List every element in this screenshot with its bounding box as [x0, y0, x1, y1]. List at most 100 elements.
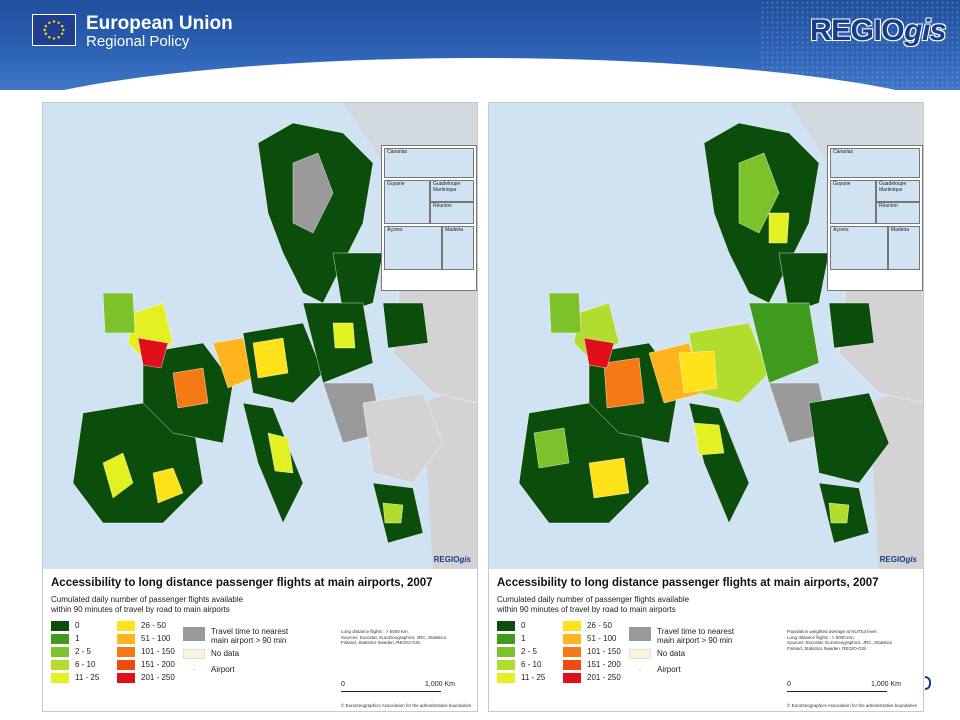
- source-notes: Long distance flights : > 5000 Km. Source…: [341, 629, 473, 646]
- region-1: [292, 152, 334, 234]
- legend-item: 51 - 100: [117, 634, 170, 644]
- region-7: [172, 367, 209, 409]
- regiogis-logo[interactable]: REGIOgis: [809, 14, 947, 48]
- legend-swatch: [497, 647, 515, 657]
- legend-label: 2 - 5: [521, 647, 538, 656]
- source-notes: Population weighted average at NUTS3 lev…: [787, 629, 919, 651]
- inset-label: Madeira: [891, 227, 910, 233]
- region-2: [332, 252, 384, 314]
- legend-label: 0: [75, 621, 80, 630]
- legend-item: 151 - 200: [117, 660, 175, 670]
- legend-swatch: [51, 634, 69, 644]
- logo-main-text: REGIO: [809, 14, 905, 47]
- legend-item: 6 - 10: [51, 660, 95, 670]
- inset-map: [830, 180, 876, 224]
- legend-label: 1: [75, 634, 80, 643]
- map-legend: Accessibility to long distance passenger…: [43, 571, 477, 711]
- inset-label: Guyane: [387, 181, 405, 187]
- legend-item: 2 - 5: [497, 647, 537, 657]
- map-subtitle: Cumulated daily number of passenger flig…: [51, 595, 291, 615]
- legend-label: 6 - 10: [75, 660, 96, 669]
- inset-label: Açores: [387, 227, 403, 233]
- region-16: [242, 402, 304, 524]
- legend-label: 6 - 10: [521, 660, 542, 669]
- logo-italic-text: gis: [904, 14, 946, 47]
- source-note: Long distance flights : > 5000 Km.: [341, 629, 409, 634]
- inset-map: [830, 226, 888, 270]
- legend-label: 0: [521, 621, 526, 630]
- legend-item: 151 - 200: [563, 660, 621, 670]
- legend-swatch-nodata: [183, 649, 205, 659]
- inset-map: [430, 202, 474, 224]
- map-panel-left: Canarias Guyane Guadeloupe Martinique Réuni…: [42, 102, 478, 712]
- airport-dot-icon: ·: [192, 665, 196, 674]
- region-17: [693, 422, 725, 456]
- legend-swatch-gray: [629, 627, 651, 641]
- legend-item: 26 - 50: [117, 621, 166, 631]
- scale-line: [787, 691, 887, 692]
- region-14: [678, 350, 718, 394]
- source-note: Long distance flights : > 5000 Km.: [787, 634, 855, 640]
- legend-swatch: [563, 647, 581, 657]
- copyright-note: © EuroGeographics Association for the ad…: [341, 703, 472, 708]
- non-eu-land: [489, 103, 923, 243]
- region-5: [152, 467, 184, 504]
- legend-label: 11 - 25: [75, 673, 100, 682]
- legend-label: 201 - 250: [587, 673, 621, 682]
- next-slide-icon[interactable]: [925, 676, 931, 690]
- legend-item: 201 - 250: [563, 673, 621, 683]
- region-21: [382, 502, 404, 524]
- legend-item: 101 - 150: [117, 647, 175, 657]
- gray-label-line: main airport > 90 min: [211, 636, 287, 645]
- region-13: [252, 337, 289, 379]
- region-19: [808, 392, 890, 484]
- legend-swatch-nodata: [629, 649, 651, 659]
- legend-swatch: [117, 621, 135, 631]
- legend-label: 201 - 250: [141, 673, 175, 682]
- region-23: [828, 302, 875, 349]
- legend-nodata-item: No data: [629, 649, 685, 659]
- inset-map: [876, 202, 920, 224]
- org-subtitle: Regional Policy: [86, 33, 190, 50]
- legend-nodata-item: No data: [183, 649, 239, 659]
- legend-item: 0: [51, 621, 79, 631]
- legend-airport-item: · Airport: [629, 665, 681, 674]
- legend-item: 2 - 5: [51, 647, 91, 657]
- legend-swatch: [51, 660, 69, 670]
- subtitle-line: within 90 minutes of travel by road to m…: [497, 605, 676, 614]
- region-12: [548, 292, 582, 334]
- map-logo-main: REGIO: [433, 555, 460, 564]
- legend-airport-item: · Airport: [183, 665, 235, 674]
- region-5: [533, 427, 570, 469]
- inset-map: [384, 148, 474, 178]
- scale-line: [341, 691, 441, 692]
- legend-swatch: [563, 660, 581, 670]
- legend-item: 26 - 50: [563, 621, 612, 631]
- inset-label: Madeira: [445, 227, 464, 233]
- legend-item: 6 - 10: [497, 660, 541, 670]
- gray-label-line: Travel time to nearest: [211, 627, 289, 636]
- legend-item: 1: [51, 634, 79, 644]
- subtitle-line: Cumulated daily number of passenger flig…: [51, 595, 244, 604]
- legend-swatch: [117, 647, 135, 657]
- map-legend: Accessibility to long distance passenger…: [489, 571, 923, 711]
- inset-map: [830, 148, 920, 178]
- legend-label: 101 - 150: [587, 647, 621, 656]
- inset-map: [442, 226, 474, 270]
- non-eu-land: [43, 103, 477, 243]
- scale-end: 1,000 Km: [425, 681, 455, 688]
- map-title: Accessibility to long distance passenger…: [497, 577, 879, 589]
- inset-label: Réunion: [879, 203, 898, 209]
- legend-swatch: [497, 634, 515, 644]
- legend-label: 11 - 25: [521, 673, 546, 682]
- source-note: Finland, Statistics Sweden, REGIO-GIS.: [787, 645, 868, 651]
- source-note: Sources: Eurostat, EuroGeographics, JRC,…: [787, 640, 893, 645]
- region-10: [137, 337, 169, 369]
- region-11: [583, 337, 615, 369]
- source-note: Sources: Eurostat, EuroGeographics, JRC,…: [341, 634, 447, 640]
- map-regiogis-logo: REGIOgis: [880, 555, 917, 564]
- legend-swatch: [51, 621, 69, 631]
- airport-label: Airport: [657, 665, 681, 674]
- subtitle-line: Cumulated daily number of passenger flig…: [497, 595, 690, 604]
- gray-label-line: Travel time to nearest: [657, 627, 735, 636]
